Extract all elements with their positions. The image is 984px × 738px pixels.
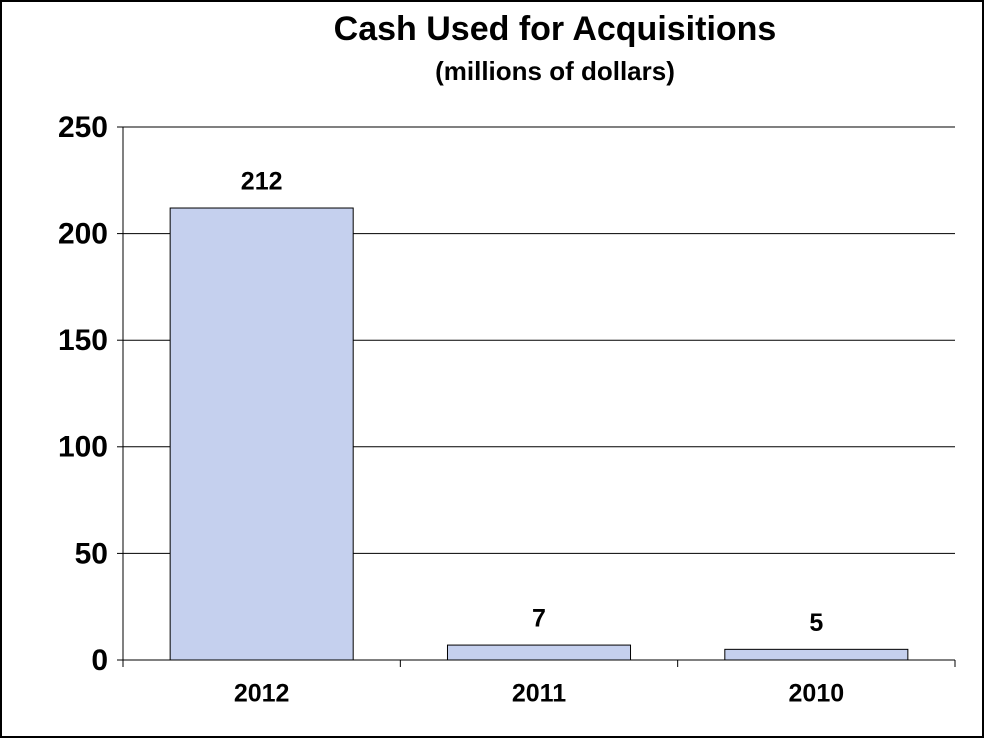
x-tick-label: 2011 [512,680,566,708]
y-tick-label: 0 [91,644,108,677]
y-tick-label: 200 [58,218,108,251]
bar [169,207,354,661]
x-tick-label: 2012 [234,680,290,708]
value-label: 7 [532,605,546,633]
value-label: 212 [241,168,283,196]
y-tick-label: 150 [58,324,108,357]
chart-title: Cash Used for Acquisitions [334,10,777,48]
bar [724,648,909,661]
y-tick-label: 100 [58,431,108,464]
x-tick-label: 2010 [789,680,845,708]
y-tick-label: 250 [58,111,108,144]
value-label: 5 [809,609,823,637]
y-tick-label: 50 [75,537,108,570]
chart-subtitle: (millions of dollars) [435,56,675,86]
bar [446,644,632,661]
